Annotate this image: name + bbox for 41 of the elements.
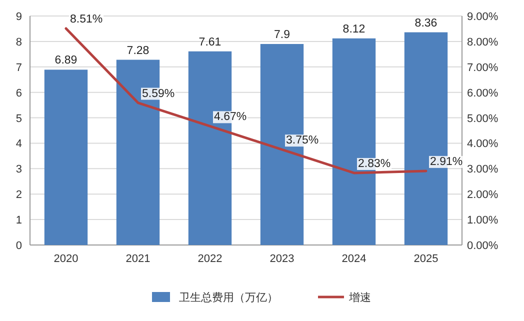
y2-tick-label: 7.00% <box>467 62 498 74</box>
x-tick-label: 2025 <box>414 253 438 265</box>
data-label: 8.36 <box>414 17 438 30</box>
y-tick-label: 2 <box>16 189 22 202</box>
y-tick-label: 9 <box>16 11 22 23</box>
bar <box>44 70 88 245</box>
data-label: 3.75% <box>286 134 319 147</box>
y2-tick-label: 8.00% <box>467 36 498 48</box>
y-tick-label: 5 <box>16 112 22 125</box>
y2-tick-label: 6.00% <box>467 87 498 100</box>
data-label: 8.12 <box>342 23 366 36</box>
data-label: 5.59% <box>142 88 175 100</box>
legend-label: 卫生总费用（万亿） <box>179 291 278 304</box>
data-label: 2.91% <box>430 156 463 168</box>
y2-tick-label: 3.00% <box>467 164 498 176</box>
data-label: 4.67% <box>214 111 247 124</box>
data-label: 8.51% <box>70 13 103 26</box>
data-label: 7.9 <box>274 28 290 41</box>
y2-tick-label: 5.00% <box>467 112 498 125</box>
legend-label: 增速 <box>348 291 371 304</box>
y2-tick-label: 4.00% <box>467 138 498 150</box>
data-label: 6.89 <box>54 54 78 67</box>
x-tick-label: 2022 <box>198 253 222 265</box>
y-tick-label: 8 <box>16 36 22 48</box>
x-tick-label: 2020 <box>54 253 78 265</box>
y2-tick-label: 0.00% <box>467 240 498 252</box>
y-tick-label: 4 <box>16 138 22 150</box>
y-tick-label: 3 <box>16 164 22 176</box>
y-tick-label: 1 <box>16 214 22 227</box>
y-tick-label: 0 <box>16 240 22 252</box>
y2-tick-label: 1.00% <box>467 214 498 227</box>
y2-tick-label: 2.00% <box>467 189 498 202</box>
x-tick-label: 2024 <box>342 253 366 265</box>
data-label: 2.83% <box>358 158 391 170</box>
y-tick-label: 7 <box>16 62 22 74</box>
x-tick-label: 2023 <box>270 253 294 265</box>
data-label: 7.28 <box>126 44 150 57</box>
x-tick-label: 2021 <box>126 253 150 265</box>
data-label: 7.61 <box>198 36 222 48</box>
y2-tick-label: 9.00% <box>467 11 498 23</box>
y-tick-label: 6 <box>16 87 22 100</box>
